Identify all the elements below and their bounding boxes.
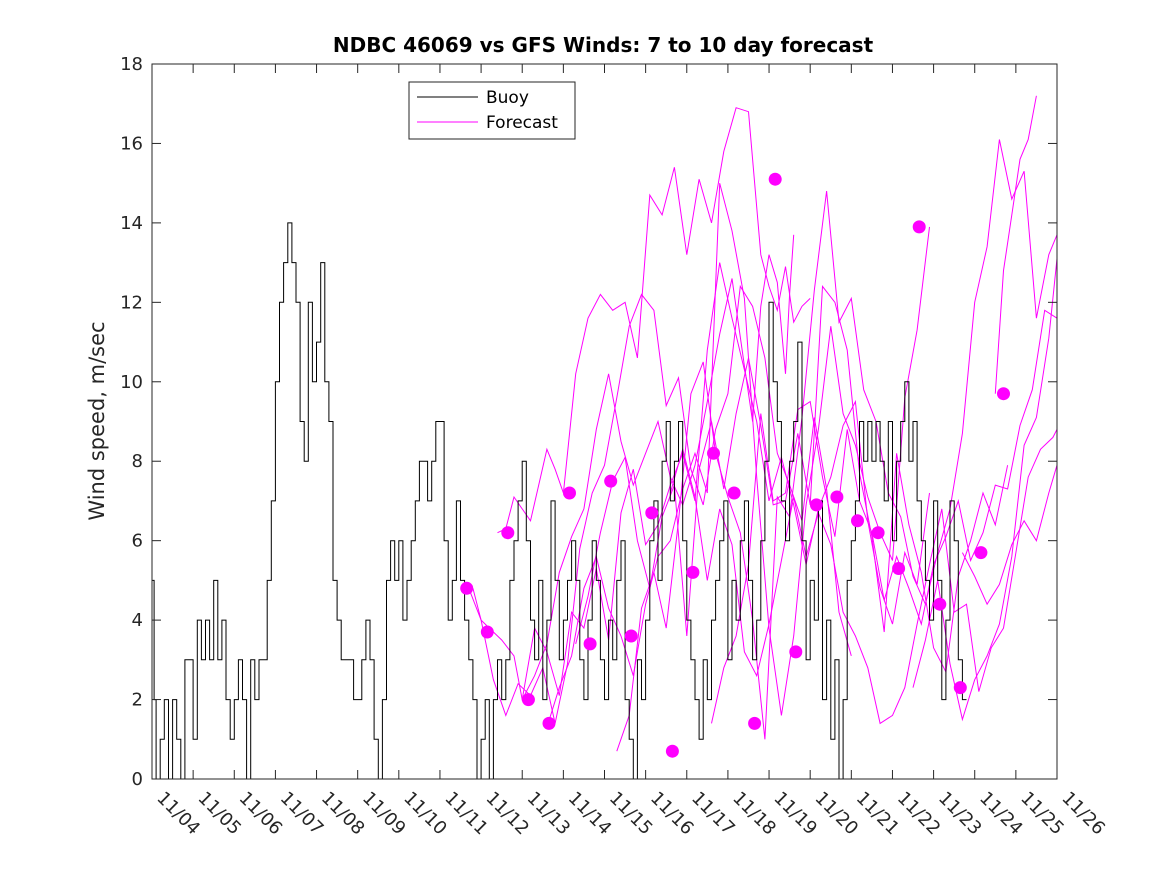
legend-forecast-label: Forecast bbox=[486, 113, 558, 133]
y-tick-label: 18 bbox=[120, 54, 143, 75]
legend-box bbox=[408, 81, 576, 140]
forecast-point bbox=[521, 693, 535, 707]
forecast-point bbox=[871, 526, 885, 540]
forecast-point bbox=[892, 562, 906, 575]
y-tick-label: 0 bbox=[132, 769, 143, 790]
y-axis-label: Wind speed, m/sec bbox=[85, 321, 109, 520]
forecast-line-11 bbox=[994, 95, 1037, 394]
y-tick-label: 10 bbox=[120, 372, 143, 393]
plot-area bbox=[152, 95, 1058, 780]
y-tick-label: 8 bbox=[132, 451, 143, 472]
forecast-point bbox=[789, 645, 803, 659]
y-tick-label: 14 bbox=[120, 213, 143, 234]
forecast-line-10 bbox=[961, 465, 1058, 606]
forecast-line-3 bbox=[521, 262, 930, 700]
forecast-point bbox=[707, 446, 720, 460]
y-tick-label: 12 bbox=[120, 292, 143, 313]
forecast-point bbox=[501, 526, 515, 540]
forecast-point bbox=[851, 514, 864, 528]
forecast-line-5 bbox=[575, 285, 1009, 674]
forecast-point bbox=[768, 172, 782, 186]
forecast-point bbox=[604, 474, 618, 488]
forecast-point bbox=[748, 716, 762, 730]
forecast-point bbox=[665, 744, 679, 758]
forecast-point bbox=[912, 220, 926, 234]
y-tick-label: 4 bbox=[132, 610, 143, 631]
chart-title: NDBC 46069 vs GFS Winds: 7 to 10 day for… bbox=[333, 33, 874, 57]
y-tick-label: 2 bbox=[132, 690, 143, 711]
forecast-line-6 bbox=[616, 139, 1058, 752]
forecast-point bbox=[542, 716, 556, 730]
forecast-point bbox=[686, 565, 700, 579]
y-tick-label: 16 bbox=[120, 133, 143, 154]
legend-buoy-label: Buoy bbox=[486, 88, 529, 108]
forecast-point bbox=[563, 486, 576, 500]
forecast-point bbox=[830, 490, 844, 504]
forecast-line-4 bbox=[546, 183, 930, 728]
forecast-point bbox=[953, 681, 967, 695]
forecast-point bbox=[460, 581, 474, 595]
y-axis: 0 2 4 6 8 10 12 14 16 18 bbox=[120, 54, 1057, 790]
forecast-point bbox=[583, 637, 597, 651]
forecast-line-8 bbox=[711, 309, 1058, 724]
legend: Buoy Forecast bbox=[408, 81, 576, 140]
forecast-point bbox=[997, 387, 1010, 401]
forecast-point bbox=[624, 629, 638, 643]
forecast-point bbox=[809, 498, 823, 512]
forecast-line-1 bbox=[497, 107, 811, 534]
forecast-point bbox=[480, 625, 494, 639]
forecast-point bbox=[645, 506, 659, 520]
buoy-line bbox=[152, 222, 967, 780]
y-tick-label: 6 bbox=[132, 531, 143, 552]
forecast-point bbox=[727, 486, 741, 500]
forecast-point bbox=[933, 597, 947, 611]
forecast-point bbox=[974, 546, 988, 560]
